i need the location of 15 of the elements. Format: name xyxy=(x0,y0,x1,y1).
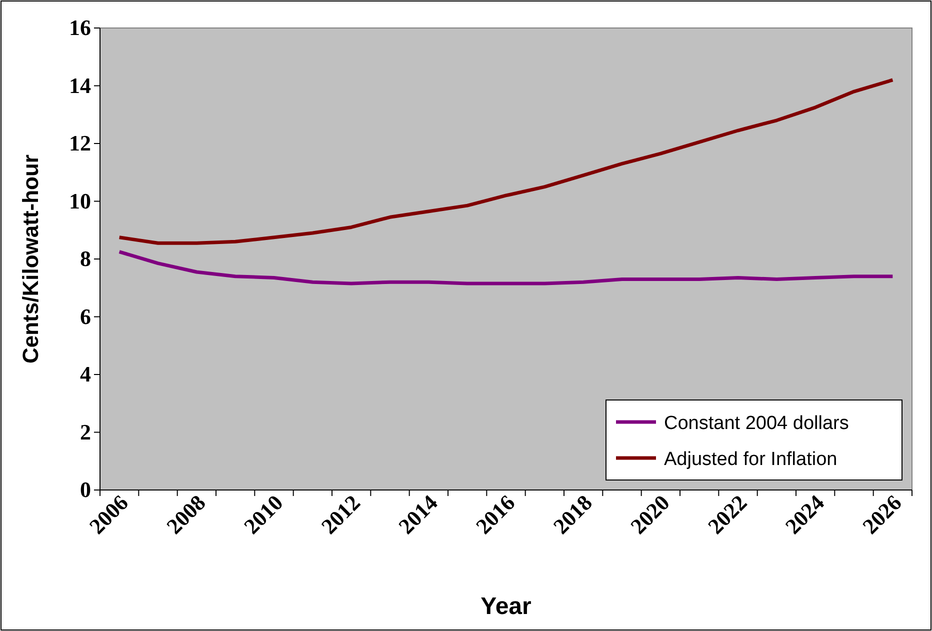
line-series xyxy=(118,250,894,286)
y-tick-label: 14 xyxy=(69,72,91,98)
y-tick-label: 4 xyxy=(80,362,91,387)
y-tick-label: 16 xyxy=(69,15,91,40)
line-series xyxy=(118,78,894,245)
y-tick-label: 8 xyxy=(80,246,91,272)
x-axis-title: Year xyxy=(480,593,532,620)
legend-label: Adjusted for Inflation xyxy=(664,449,838,470)
y-tick-label: 10 xyxy=(69,188,91,214)
legend-label: Constant 2004 dollars xyxy=(664,413,849,434)
y-tick-label: 0 xyxy=(80,477,91,502)
y-tick-label: 6 xyxy=(80,304,91,329)
y-tick-label: 2 xyxy=(80,419,91,444)
y-axis-title: Cents/Kilowatt-hour xyxy=(18,154,43,364)
y-tick-label: 12 xyxy=(69,130,91,156)
